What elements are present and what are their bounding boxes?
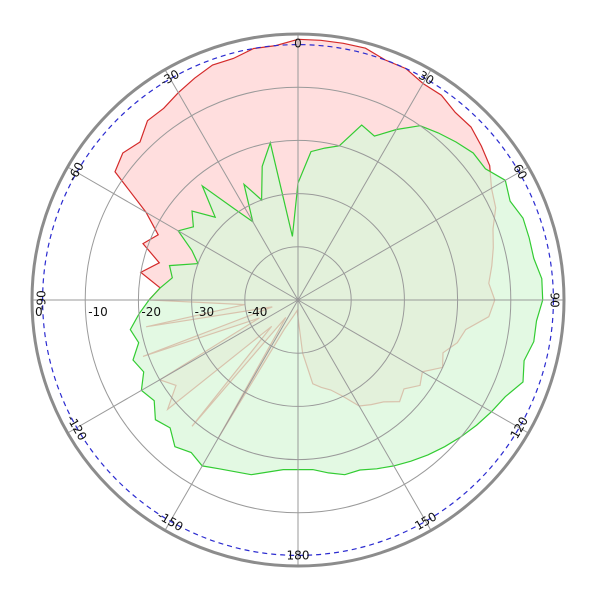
grid-spoke [67, 299, 299, 434]
grid-spoke [297, 166, 529, 301]
angle-tick-label: -90 [35, 290, 49, 310]
radial-tick-label: -10 [88, 305, 108, 319]
radial-tick-label: -20 [141, 305, 161, 319]
grid-spoke [164, 299, 299, 531]
angle-tick-label: -120 [64, 412, 90, 443]
radial-tick-label: -30 [195, 305, 215, 319]
angle-tick-label: 180 [287, 549, 310, 563]
radial-tick-label: 0 [35, 305, 43, 319]
angle-tick-label: 90 [548, 292, 562, 307]
grid-spoke [164, 69, 299, 301]
angle-tick-label: 30 [416, 68, 436, 88]
grid-spoke [297, 299, 432, 531]
grid-spoke [297, 69, 432, 301]
angle-tick-label: 0 [294, 37, 302, 51]
reference-circle [42, 44, 554, 556]
radial-tick-label: -40 [248, 305, 268, 319]
grid-spoke [67, 166, 299, 301]
outer-boundary [30, 32, 566, 568]
angle-tick-label: 60 [510, 162, 530, 182]
angle-tick-label: -150 [155, 508, 186, 534]
grid-spoke [297, 299, 529, 434]
